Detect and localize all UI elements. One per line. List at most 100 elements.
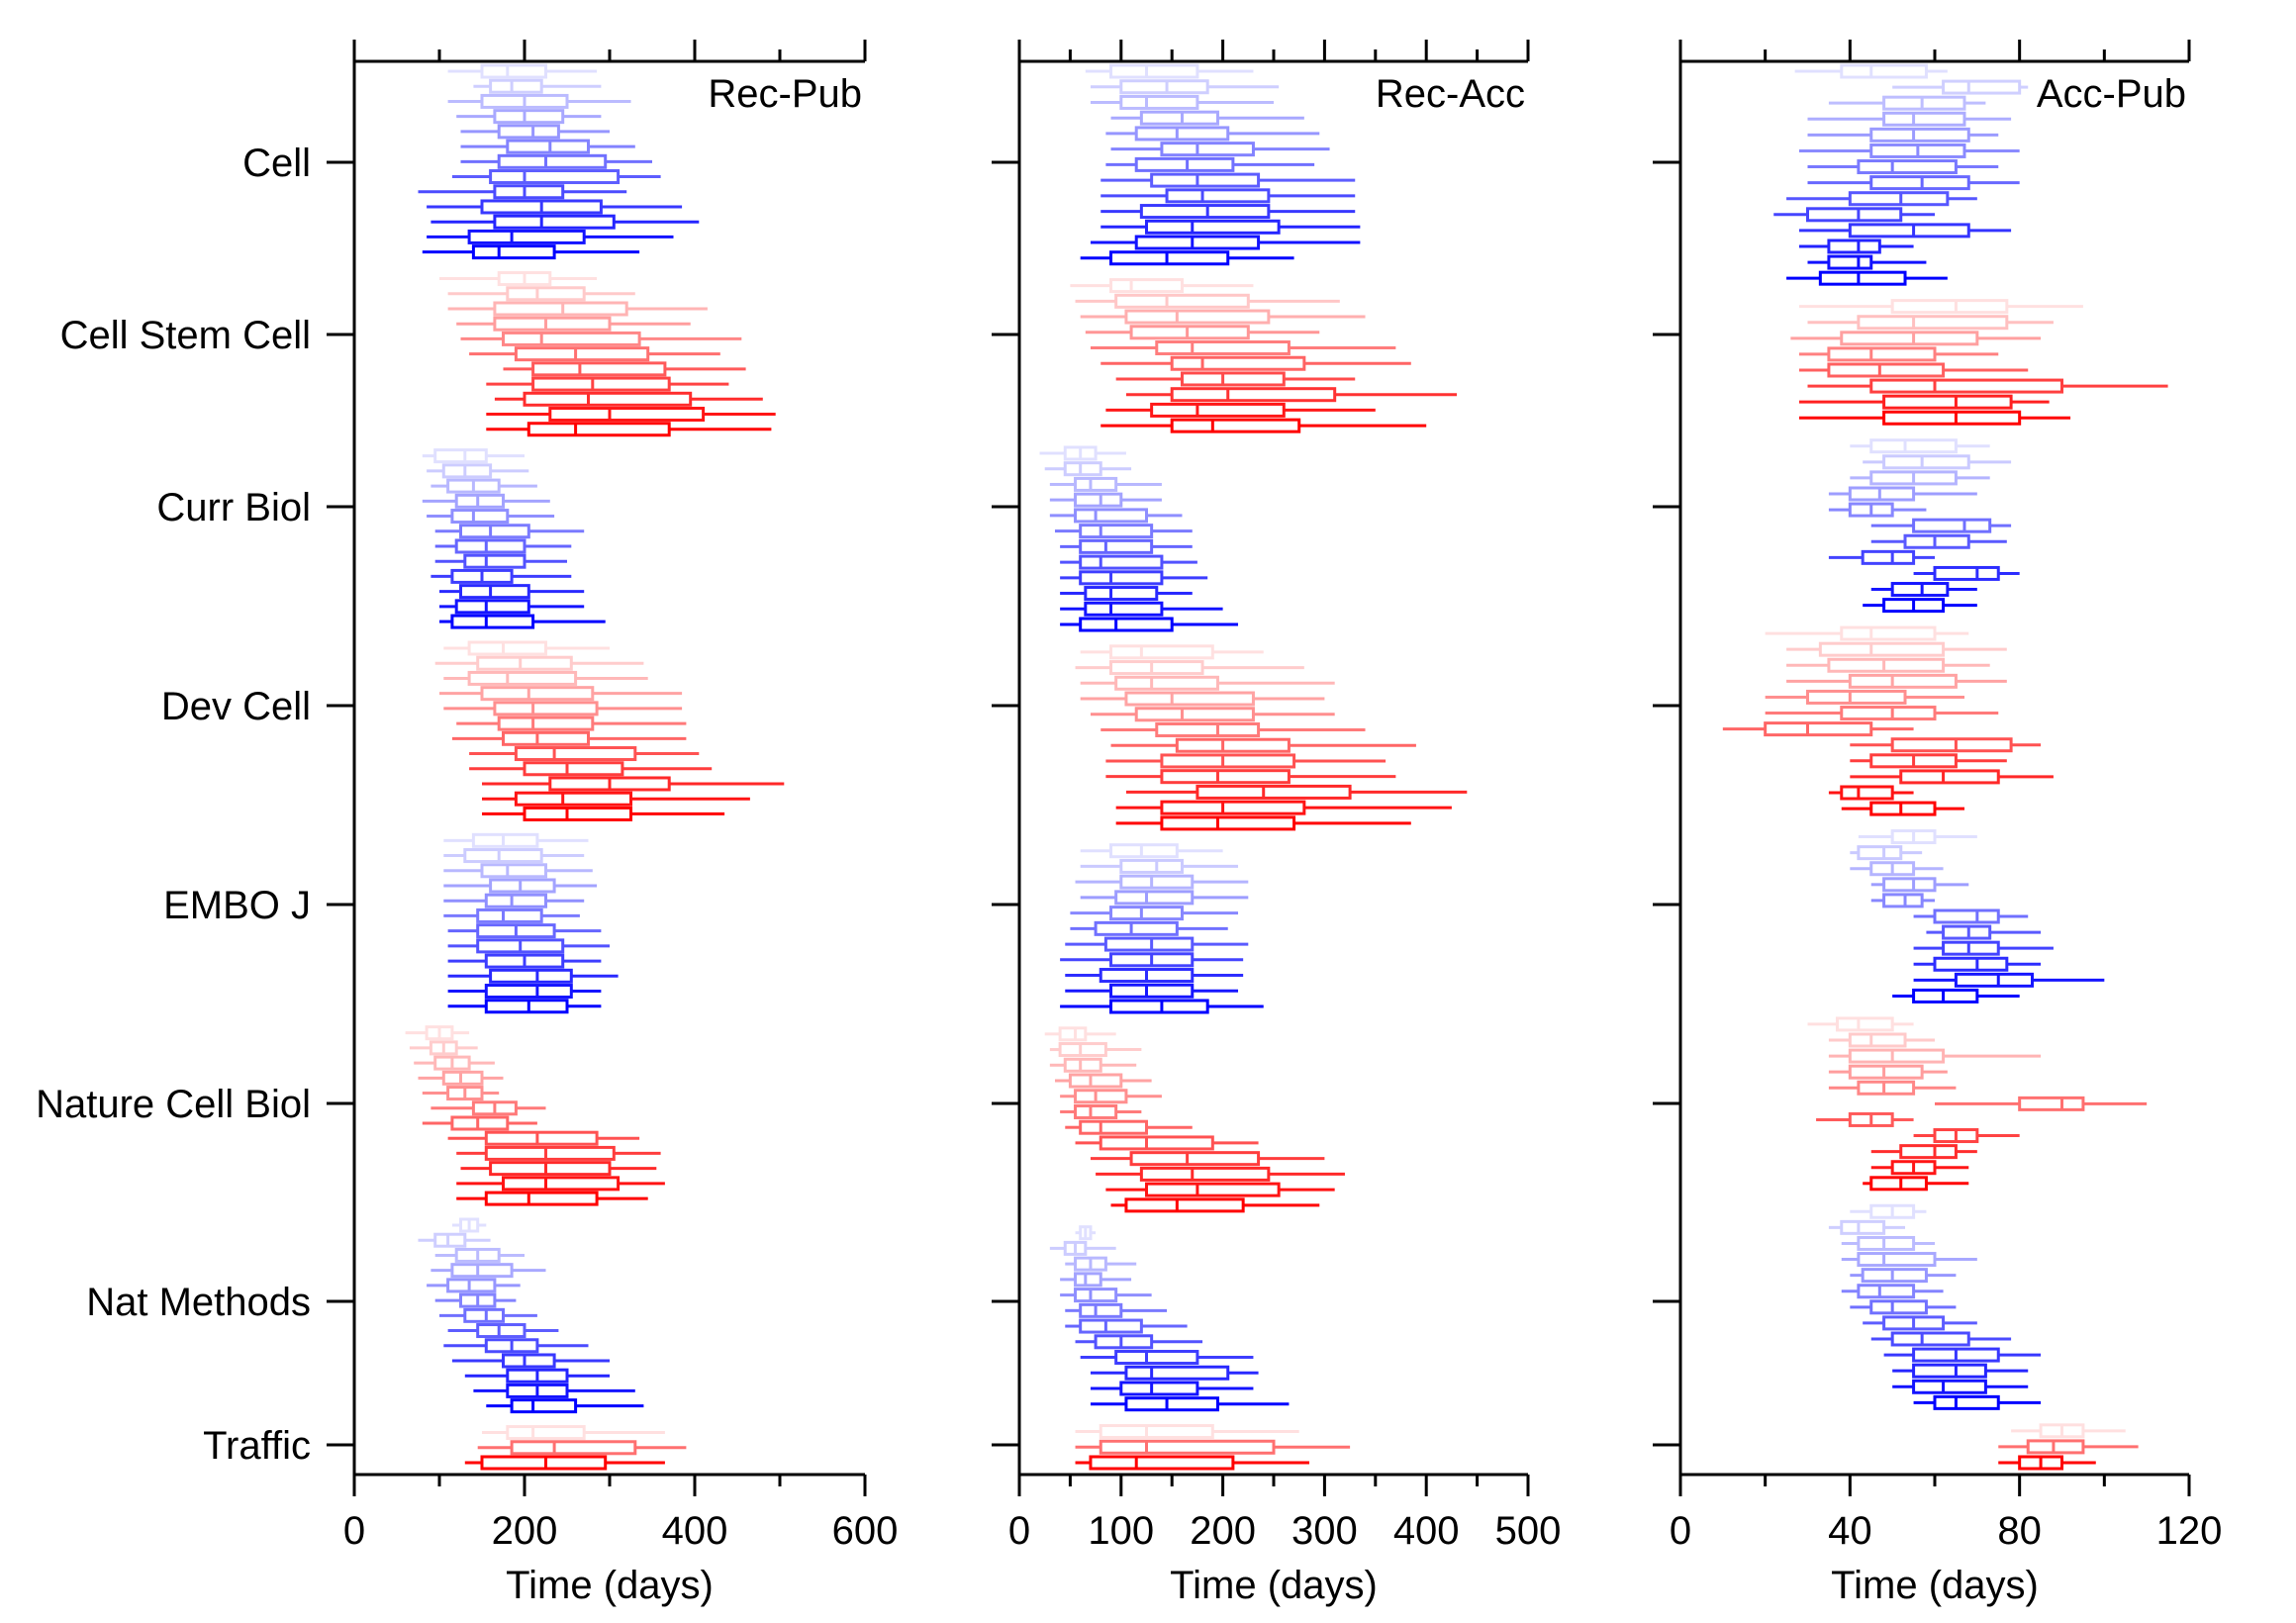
box-plot-row [447, 984, 602, 1000]
x-tick-label: 100 [1088, 1509, 1154, 1553]
box-plot-row [430, 568, 572, 584]
iqr-box [1119, 94, 1199, 110]
iqr-box [493, 109, 565, 125]
box-plot-row [439, 614, 606, 629]
box-plot-row [460, 1161, 657, 1177]
box-plot-row [1765, 689, 1964, 705]
box-plot-row [418, 1070, 504, 1086]
box-plot-row [1828, 1080, 1957, 1096]
box-plot-row [1085, 63, 1254, 79]
box-plot-row [1090, 235, 1361, 250]
box-plot-row [1870, 1160, 1969, 1176]
iqr-box [1869, 1176, 1928, 1192]
box-plot-row [1913, 1128, 2020, 1144]
box-plot-row [443, 863, 593, 879]
iqr-box [510, 1440, 637, 1456]
iqr-box [463, 1307, 505, 1323]
iqr-box [493, 701, 599, 716]
iqr-box [1827, 362, 1946, 378]
iqr-box [484, 893, 547, 908]
iqr-box [1079, 570, 1164, 586]
box-plot-row [1807, 175, 2020, 191]
box-plot-row [1798, 143, 2020, 158]
box-plot-row [443, 907, 580, 923]
iqr-box [1063, 461, 1102, 477]
box-plot-row [1060, 601, 1223, 617]
iqr-box [463, 848, 543, 864]
box-plot-row [1863, 598, 1977, 614]
iqr-box [471, 244, 556, 260]
box-plot-row [405, 1025, 470, 1041]
box-plot-row [447, 1130, 640, 1146]
iqr-box [489, 169, 621, 185]
box-plot-row [451, 1217, 487, 1233]
iqr-box [497, 716, 595, 731]
iqr-box [1840, 331, 1979, 346]
iqr-box [493, 316, 612, 332]
iqr-box [493, 184, 565, 200]
iqr-box [1109, 906, 1184, 921]
iqr-box [1124, 309, 1271, 325]
box-plot-row [1070, 906, 1239, 921]
box-plot-row [1870, 582, 1977, 598]
iqr-box [1109, 278, 1184, 294]
box-plot-row [1841, 1284, 1944, 1299]
iqr-box [1114, 675, 1219, 691]
box-plot-row [434, 655, 644, 671]
iqr-box [1058, 1026, 1088, 1042]
iqr-box [1109, 983, 1195, 999]
box-plot-row [1080, 890, 1249, 906]
iqr-box [1882, 95, 1966, 111]
iqr-box [506, 1425, 586, 1441]
x-tick-label: 40 [1828, 1509, 1872, 1553]
box-plot-row [1786, 270, 1948, 286]
x-tick-label: 300 [1292, 1509, 1358, 1553]
iqr-box [1079, 538, 1154, 554]
iqr-box [1079, 1318, 1143, 1334]
box-plot-row [427, 509, 555, 525]
iqr-box [1155, 340, 1291, 356]
box-plot-row [1913, 972, 2105, 988]
x-tick-label: 200 [492, 1509, 558, 1553]
box-plot-row [1858, 829, 1977, 845]
box-plot-row [447, 923, 602, 939]
iqr-box [454, 538, 526, 554]
box-plot-row [1075, 1424, 1299, 1440]
iqr-box [1170, 355, 1306, 371]
box-plot-row [1105, 126, 1320, 142]
iqr-box [1084, 601, 1164, 617]
iqr-box [1094, 1334, 1154, 1350]
box-plot-row [1863, 454, 2012, 470]
box-plot-row [443, 878, 598, 894]
box-plot-row [1090, 1396, 1290, 1412]
iqr-box [454, 493, 506, 509]
box-plot-row [1786, 657, 1990, 673]
box-plot-row [482, 776, 785, 792]
box-plot-row [1892, 988, 2020, 1003]
box-plot-row [1049, 508, 1183, 524]
iqr-box [523, 391, 693, 407]
box-plot-row [1075, 1225, 1097, 1241]
iqr-box [1933, 956, 2009, 972]
box-plot-row [456, 1191, 648, 1206]
box-plot-row [1100, 204, 1356, 220]
box-plot-row [434, 553, 567, 569]
iqr-box [1089, 1455, 1235, 1471]
iqr-box [1840, 625, 1937, 641]
iqr-box [1848, 191, 1950, 207]
iqr-box [1806, 689, 1907, 705]
box-plot-row [434, 524, 585, 539]
iqr-box [1818, 270, 1907, 286]
iqr-box [1869, 438, 1958, 454]
box-plot-row [430, 478, 537, 494]
iqr-box [506, 286, 586, 302]
box-plot-row [1828, 486, 1977, 502]
iqr-box [476, 655, 573, 671]
box-plot-row [434, 1247, 525, 1263]
box-plot-row [1850, 1203, 1927, 1219]
iqr-box [1129, 1151, 1261, 1167]
box-plot-row [1786, 673, 2007, 689]
iqr-box [1058, 1042, 1107, 1058]
box-plot-row [1065, 1302, 1168, 1318]
